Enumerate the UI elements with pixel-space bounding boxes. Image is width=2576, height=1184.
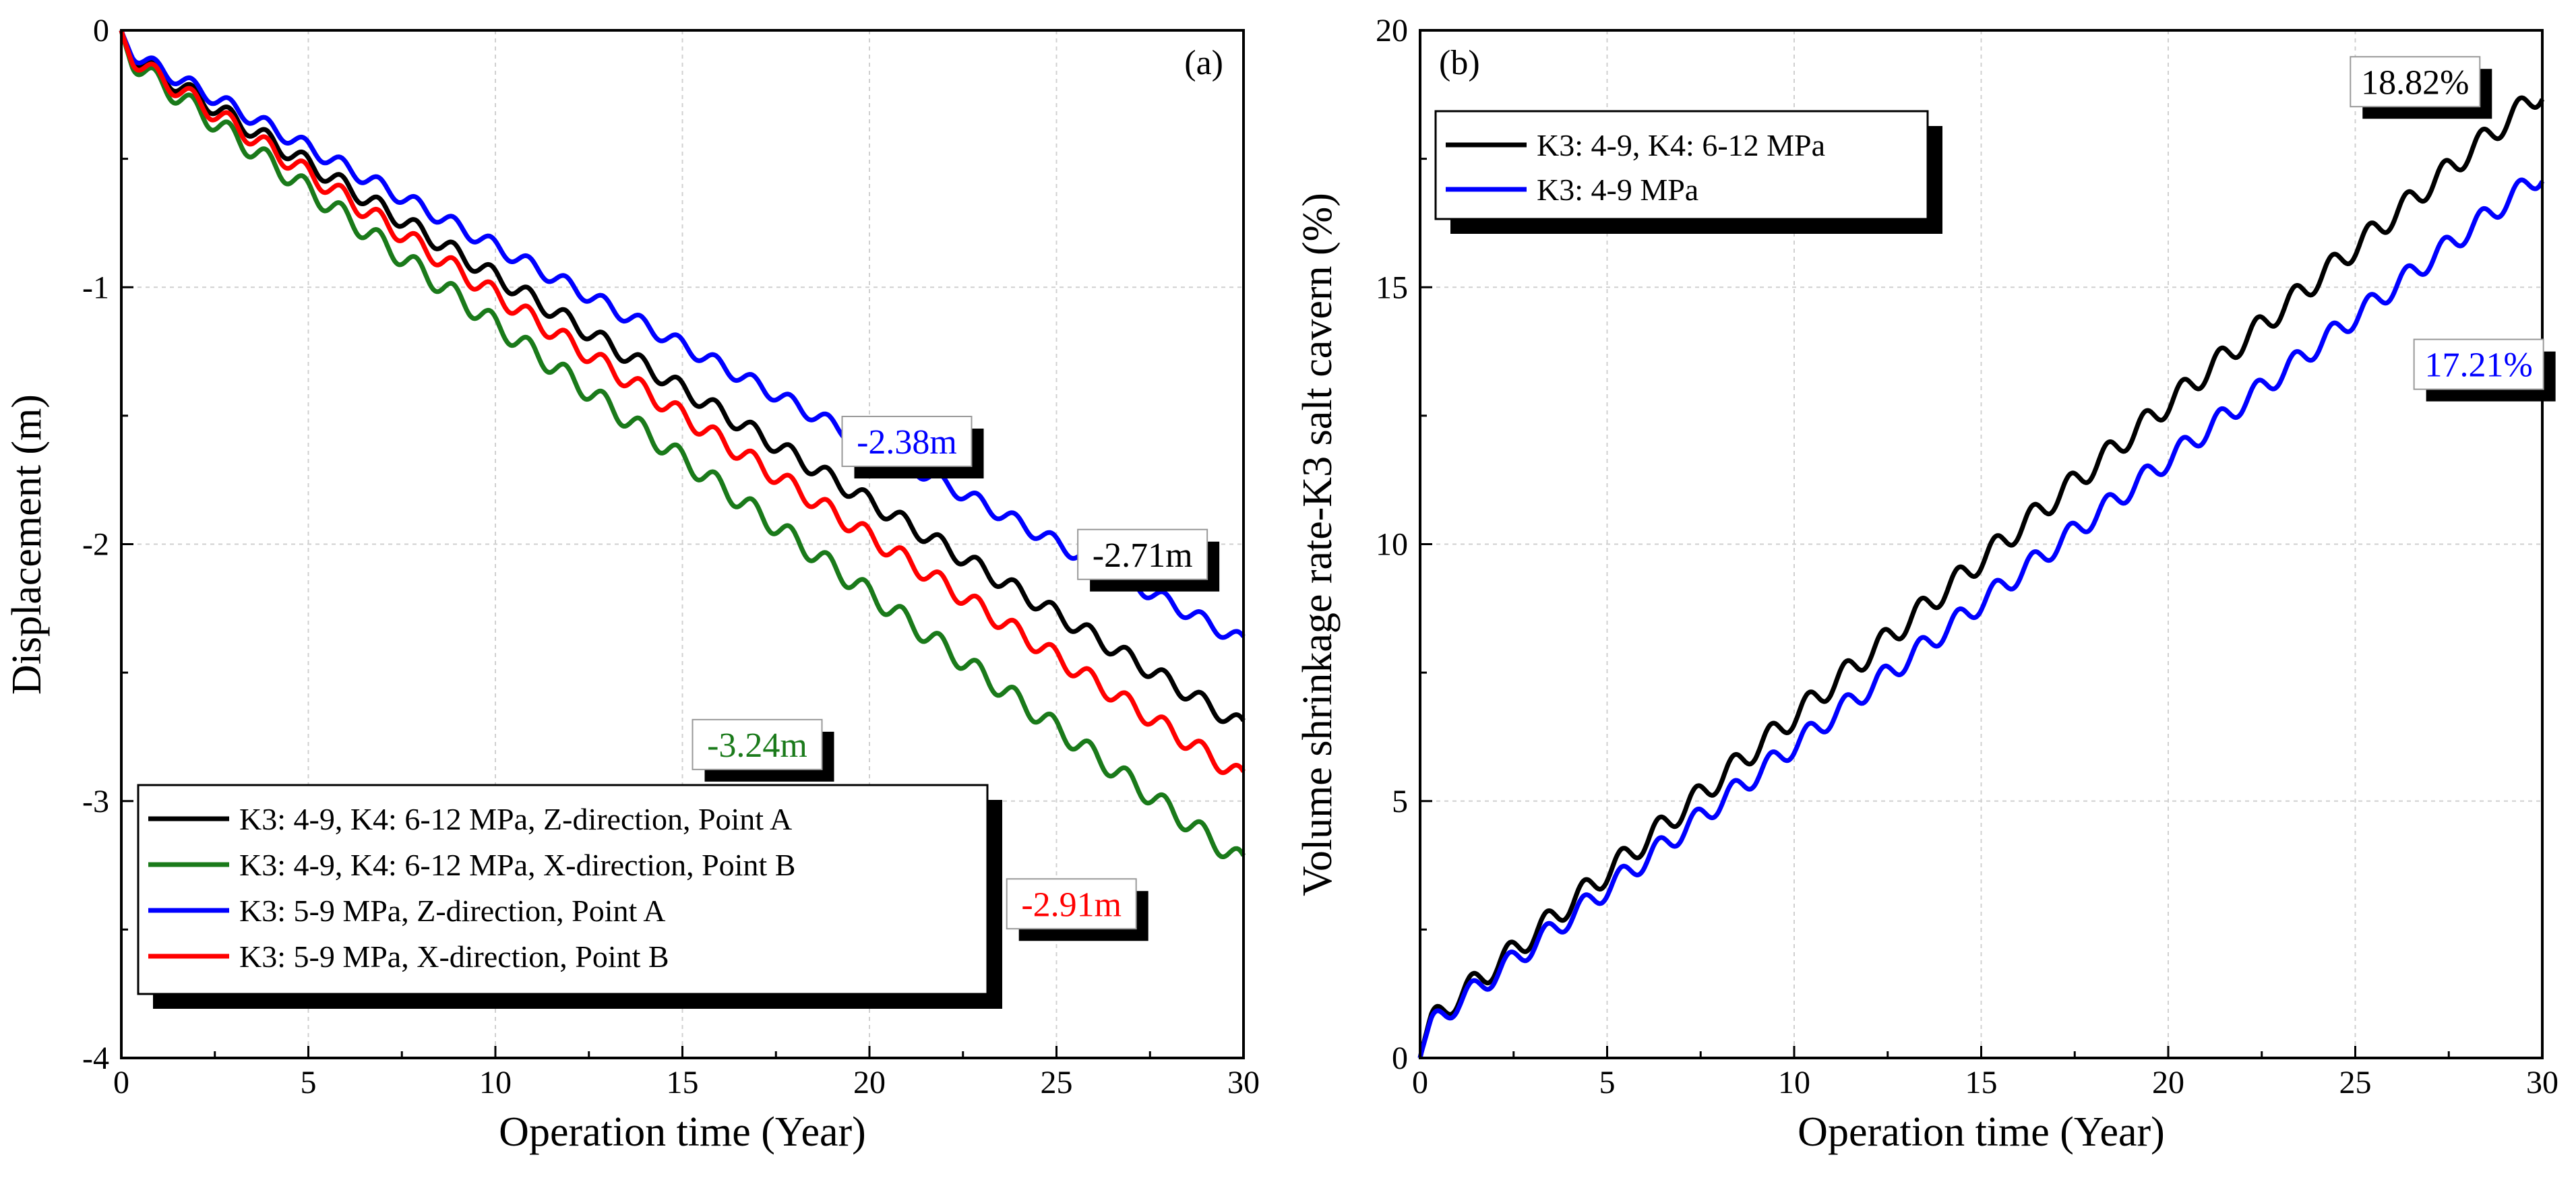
x-tick-label: 5 [301, 1065, 317, 1100]
legend-label-0: K3: 4-9, K4: 6-12 MPa [1537, 128, 1825, 162]
y-tick-label: -3 [82, 784, 109, 819]
legend-label-1: K3: 4-9, K4: 6-12 MPa, X-direction, Poin… [239, 848, 795, 882]
y-axis-title: Volume shrinkage rate-K3 salt cavern (%) [1295, 193, 1341, 896]
y-tick-label: 0 [1392, 1040, 1408, 1076]
annotation-1: 17.21% [2413, 338, 2556, 402]
x-tick-label: 0 [113, 1065, 129, 1100]
annotation-box [2413, 338, 2544, 390]
annotation-box [1077, 528, 1208, 580]
y-tick-label: 15 [1376, 270, 1408, 305]
series-line-3 [119, 30, 1246, 776]
x-tick-label: 30 [1227, 1065, 1260, 1100]
x-tick-label: 10 [479, 1065, 512, 1100]
series-line-1 [1417, 177, 2545, 1059]
panel-label: (a) [1184, 44, 1223, 82]
x-tick-label: 25 [2339, 1065, 2372, 1100]
series-line-2 [119, 29, 1246, 640]
legend-label-3: K3: 5-9 MPa, X-direction, Point B [239, 939, 669, 974]
annotation-label: 18.82% [2361, 63, 2469, 102]
annotation-label: -2.91m [1021, 885, 1122, 924]
y-tick-label: 20 [1376, 13, 1408, 49]
legend-label-1: K3: 4-9 MPa [1537, 173, 1698, 207]
panel-label: (b) [1439, 44, 1480, 82]
y-tick-label: 10 [1376, 527, 1408, 563]
x-tick-label: 5 [1599, 1065, 1616, 1100]
x-tick-label: 30 [2526, 1065, 2558, 1100]
legend-box [1434, 110, 1929, 220]
x-axis-title: Operation time (Year) [1798, 1109, 2165, 1155]
annotation-label: -2.38m [857, 423, 957, 462]
x-tick-label: 20 [853, 1065, 886, 1100]
y-axis-title: Displacement (m) [4, 394, 50, 695]
annotation-box [841, 416, 973, 467]
y-tick-label: -1 [82, 270, 109, 305]
series-line-1 [119, 30, 1246, 859]
x-tick-label: 0 [1412, 1065, 1428, 1100]
annotation-box [1006, 878, 1137, 930]
annotation-label: 17.21% [2424, 346, 2532, 385]
series-line-0 [1417, 95, 2545, 1059]
legend: K3: 4-9, K4: 6-12 MPa K3: 4-9 MPa [1434, 110, 1942, 234]
annotation-box [692, 718, 823, 770]
x-tick-label: 15 [1965, 1065, 1998, 1100]
annotation-0: 18.82% [2350, 56, 2492, 119]
x-tick-label: 20 [2152, 1065, 2184, 1100]
annotation-1: -2.71m [1077, 528, 1220, 592]
annotation-label: -3.24m [707, 726, 807, 765]
x-tick-label: 15 [667, 1065, 699, 1100]
annotation-0: -2.38m [841, 416, 984, 478]
legend-label-2: K3: 5-9 MPa, Z-direction, Point A [239, 894, 665, 928]
y-tick-label: -2 [82, 527, 109, 563]
legend: K3: 4-9, K4: 6-12 MPa, Z-direction, Poin… [137, 784, 1002, 1009]
annotation-3: -2.91m [1006, 878, 1148, 941]
y-tick-label: 0 [93, 13, 109, 49]
x-axis-title: Operation time (Year) [499, 1109, 866, 1155]
chart-panel-b: 0 5 10 15 20 25 30 0 5 10 15 20 Operation time (Year… [1295, 13, 2558, 1155]
x-tick-label: 25 [1041, 1065, 1073, 1100]
series-line-0 [119, 29, 1246, 724]
x-tick-label: 10 [1778, 1065, 1810, 1100]
legend-box [137, 784, 989, 995]
legend-label-0: K3: 4-9, K4: 6-12 MPa, Z-direction, Poin… [239, 802, 792, 836]
annotation-2: -3.24m [692, 718, 834, 782]
y-tick-label: -4 [82, 1040, 109, 1076]
chart-panel-a: 0 5 10 15 20 25 30 0 -1 -2 -3 -4 Operation time (Yea… [4, 13, 1260, 1155]
annotation-label: -2.71m [1093, 536, 1193, 575]
annotation-box [2350, 56, 2481, 108]
y-tick-label: 5 [1392, 784, 1408, 819]
